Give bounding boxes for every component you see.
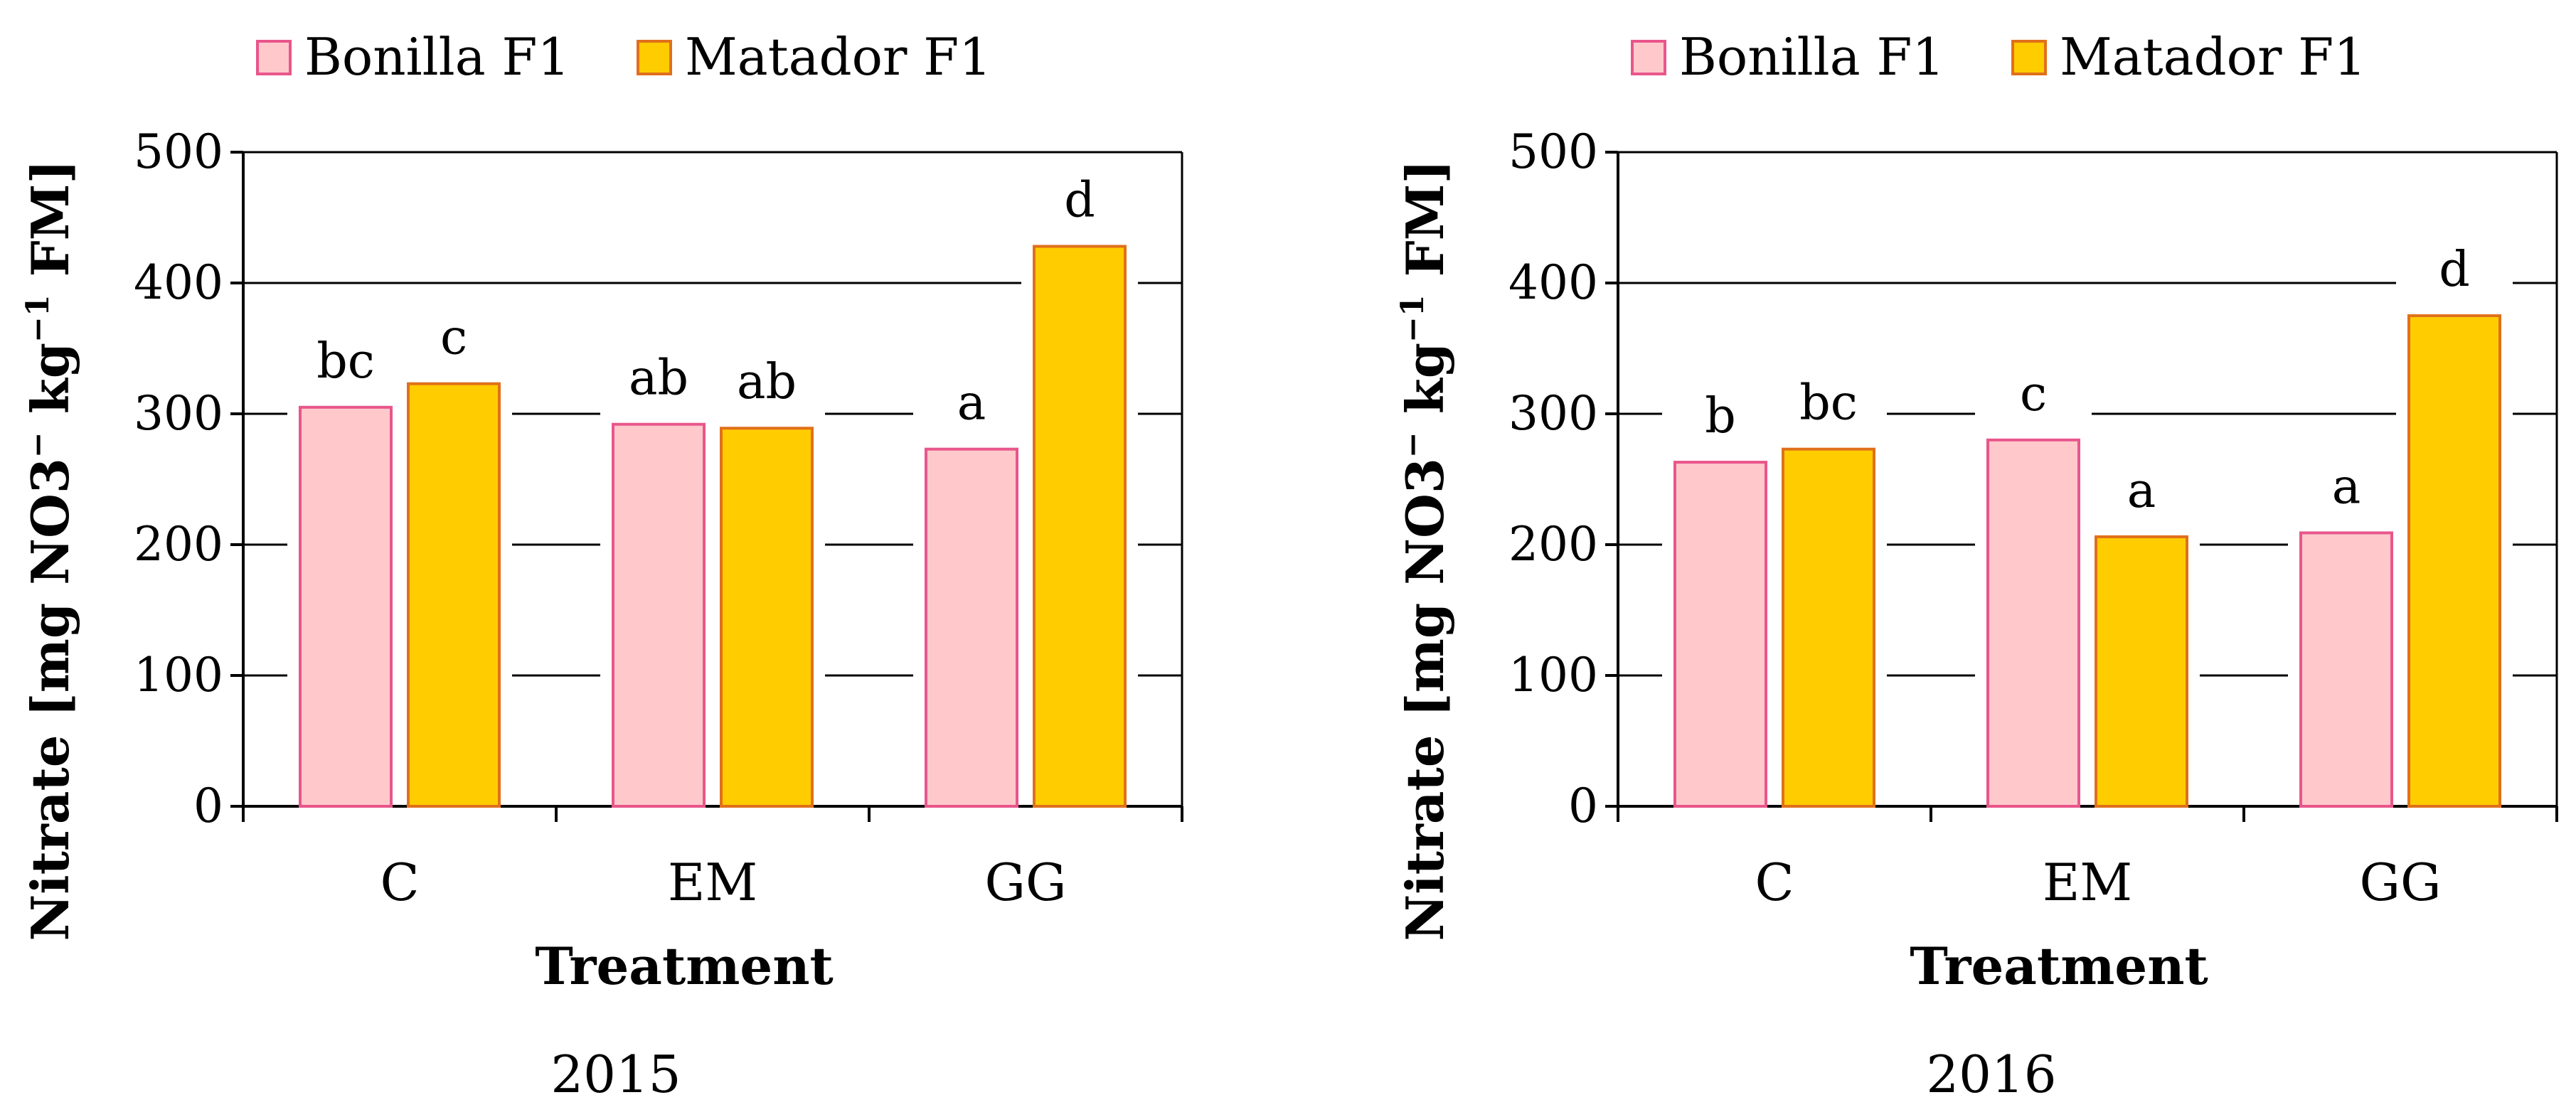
legend-label: Bonilla F1	[1679, 27, 1944, 87]
bar-EM-bonilla	[1986, 438, 2080, 808]
y-axis-title: Nitrate [mg NO3− kg−1 FM]	[1395, 159, 1455, 941]
x-tick-label: GG	[984, 853, 1066, 912]
y-tick-label: 400	[1508, 255, 1598, 310]
y-tick-label: 500	[134, 124, 223, 179]
significance-letter: b	[1705, 388, 1736, 444]
significance-letter: c	[440, 310, 467, 366]
significance-letter: d	[2439, 242, 2470, 298]
y-tick-label: 100	[134, 648, 223, 702]
panel-caption: 2016	[1926, 1044, 2056, 1104]
bar-GG-matador	[1033, 245, 1127, 808]
x-tick-label: GG	[2359, 853, 2441, 912]
bar-C-matador	[1782, 447, 1875, 808]
x-tick-label: C	[1755, 853, 1794, 912]
bar-GG-bonilla	[2299, 531, 2393, 808]
significance-letter: bc	[1799, 375, 1858, 432]
y-axis-title-part: FM]	[20, 159, 80, 294]
significance-letter: bc	[316, 333, 375, 390]
y-axis-title-part: kg	[20, 343, 80, 432]
legend-swatch-bonilla	[256, 40, 292, 75]
significance-letter: a	[957, 375, 986, 432]
legend: Bonilla F1 Matador F1	[256, 27, 991, 87]
y-tick-label: 0	[1568, 779, 1598, 833]
significance-letter: c	[2020, 366, 2047, 422]
legend-swatch-matador	[2011, 40, 2047, 75]
legend-swatch-matador	[637, 40, 672, 75]
y-tick-label: 0	[193, 779, 223, 833]
bar-EM-matador	[2095, 535, 2188, 808]
x-tick-label: C	[380, 853, 419, 912]
legend-label: Matador F1	[685, 27, 991, 87]
bar-EM-bonilla	[612, 422, 706, 808]
legend: Bonilla F1 Matador F1	[1631, 27, 2366, 87]
significance-letter: ab	[737, 354, 797, 410]
y-axis-title-part: kg	[1395, 343, 1455, 432]
bar-GG-bonilla	[925, 447, 1018, 808]
y-axis-title-superscript: −	[1395, 432, 1431, 458]
y-axis-title-part: FM]	[1395, 159, 1455, 294]
x-axis-title: Treatment	[1910, 936, 2208, 996]
y-tick-label: 300	[134, 386, 223, 441]
significance-letter: a	[2127, 463, 2156, 519]
chart-panel-2015: 0 100 200 300 400 500 bc c Cab ab EM a d GG Treatment N…	[20, 27, 1183, 1104]
bar-C-bonilla	[299, 405, 393, 808]
legend-label: Matador F1	[2060, 27, 2366, 87]
y-tick-label: 300	[1508, 386, 1598, 441]
y-axis-title-superscript: −1	[1395, 294, 1431, 342]
y-tick-label: 100	[1508, 648, 1598, 702]
legend-label: Bonilla F1	[304, 27, 570, 87]
y-axis-title-superscript: −	[20, 432, 56, 458]
y-tick-label: 400	[134, 255, 223, 310]
x-tick-label: EM	[668, 853, 757, 912]
significance-letter: d	[1064, 172, 1095, 228]
bar-C-bonilla	[1673, 461, 1767, 808]
x-tick-label: EM	[2043, 853, 2132, 912]
significance-letter: ab	[629, 351, 688, 407]
y-axis-title-superscript: −1	[20, 294, 56, 342]
bar-GG-matador	[2407, 314, 2501, 808]
legend-swatch-bonilla	[1631, 40, 1666, 75]
y-axis-title-part: Nitrate [mg NO3	[20, 458, 80, 941]
x-axis-title: Treatment	[535, 936, 834, 996]
y-tick-label: 200	[134, 517, 223, 572]
chart-panel-2016: 0 100 200 300 400 500 b bc Cc a EM a d GG Treatment Nit…	[1395, 27, 2558, 1104]
y-tick-label: 200	[1508, 517, 1598, 572]
bar-C-matador	[407, 382, 501, 808]
y-axis-title: Nitrate [mg NO3− kg−1 FM]	[20, 159, 80, 941]
panel-caption: 2015	[550, 1044, 681, 1104]
y-axis-title-part: Nitrate [mg NO3	[1395, 458, 1455, 941]
bar-EM-matador	[720, 427, 814, 808]
significance-letter: a	[2332, 459, 2361, 515]
y-tick-label: 500	[1508, 124, 1598, 179]
